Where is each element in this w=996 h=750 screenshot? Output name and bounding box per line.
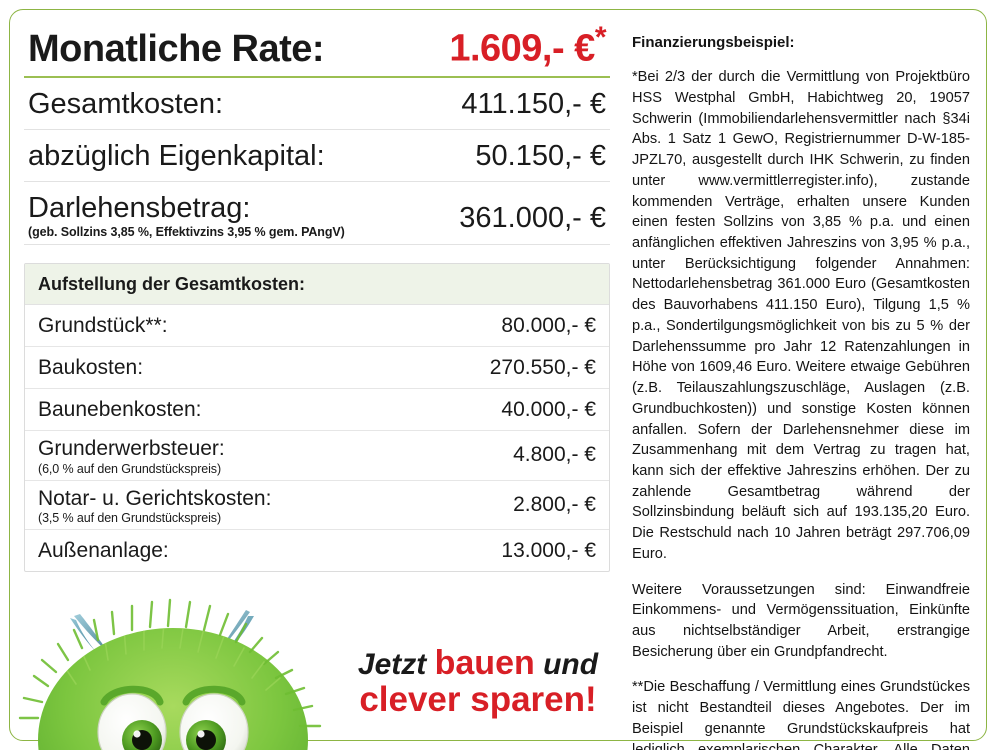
cost-value: 270.550,- € (489, 356, 596, 380)
mascot-pupil-left (132, 730, 152, 750)
cost-value: 13.000,- € (501, 538, 596, 562)
slogan-clever-sparen: clever sparen! (359, 680, 597, 719)
summary-value: 411.150,- € (461, 87, 606, 120)
summary-value: 361.000,- € (459, 202, 606, 235)
summary-label: Gesamtkosten: (28, 87, 224, 120)
cost-table-header: Aufstellung der Gesamtkosten: (25, 263, 609, 305)
slogan: Jetzt bauen und clever sparen! (352, 646, 604, 717)
mascot-iris-right (186, 720, 226, 750)
mascot-eyebrow-left (100, 685, 164, 706)
summary-row-equity: abzüglich Eigenkapital: 50.150,- € (24, 130, 610, 183)
mascot-pupil-right (196, 730, 216, 750)
monthly-rate-footnote-marker: * (594, 21, 607, 54)
cost-sublabel: (3,5 % auf den Grundstückspreis) (38, 510, 222, 525)
cost-label: Baunebenkosten: (38, 398, 202, 422)
cost-label-group: Notar- u. Gerichtskosten: (3,5 % auf den… (38, 487, 271, 525)
slogan-word-jetzt: Jetzt (357, 648, 427, 681)
disclaimer-title: Finanzierungsbeispiel: (632, 34, 795, 51)
mascot-ear-tufts (70, 610, 254, 656)
slogan-line-2: clever sparen! (352, 682, 604, 717)
cost-label-group: Grunderwerbsteuer: (6,0 % auf den Grunds… (38, 437, 225, 475)
mascot-iris-left (122, 720, 162, 750)
cost-label: Grundstück**: (38, 313, 168, 337)
cost-value: 2.800,- € (513, 492, 596, 516)
cost-sublabel: (6,0 % auf den Grundstückspreis) (38, 461, 222, 476)
monthly-rate-value: 1.609,- €* (449, 22, 606, 70)
disclaimer-paragraph-2: Weitere Voraussetzungen sind: Einwandfre… (632, 581, 970, 660)
cost-label: Baukosten: (38, 356, 144, 380)
mascot-eye-left (97, 693, 167, 750)
mascot-fur-inner (63, 628, 281, 691)
disclaimer-panel: Finanzierungsbeispiel: *Bei 2/3 der durc… (632, 32, 970, 750)
summary-row-loan-amount: Darlehensbetrag: (geb. Sollzins 3,85 %, … (24, 182, 610, 245)
cost-value: 80.000,- € (501, 313, 596, 337)
slogan-word-und: und (543, 648, 599, 681)
table-row: Baukosten: 270.550,- € (25, 347, 609, 390)
mascot-eyes (97, 685, 249, 750)
table-row: Grundstück**: 80.000,- € (25, 305, 609, 348)
slogan-line-1: Jetzt bauen und (352, 646, 604, 680)
summary-row-total-cost: Gesamtkosten: 411.150,- € (24, 78, 610, 131)
table-row: Grunderwerbsteuer: (6,0 % auf den Grunds… (25, 431, 609, 481)
cost-label: Außenanlage: (38, 538, 169, 562)
mascot-eye-highlight-left (133, 730, 141, 738)
cost-label: Grunderwerbsteuer: (38, 437, 225, 461)
summary-label: abzüglich Eigenkapital: (28, 140, 325, 173)
table-row: Notar- u. Gerichtskosten: (3,5 % auf den… (25, 481, 609, 530)
table-row: Baunebenkosten: 40.000,- € (25, 389, 609, 432)
disclaimer-paragraph-3: **Die Beschaffung / Vermittlung eines Gr… (632, 679, 970, 750)
slogan-word-bauen: bauen (434, 644, 535, 682)
mascot-eye-highlight-right (197, 730, 205, 738)
monthly-rate-amount: 1.609,- € (449, 27, 595, 70)
cost-value: 40.000,- € (501, 398, 596, 422)
mascot-fur (18, 598, 322, 728)
mascot-eye-right (179, 693, 249, 750)
summary-value: 50.150,- € (475, 140, 606, 173)
mascot-eyebrow-right (182, 685, 246, 706)
table-row: Außenanlage: 13.000,- € (25, 530, 609, 571)
summary-sublabel: (geb. Sollzins 3,85 %, Effektivzins 3,95… (28, 224, 345, 239)
summary-label: Darlehensbetrag: (28, 192, 251, 225)
mascot-body (38, 628, 308, 750)
cost-breakdown-table: Aufstellung der Gesamtkosten: Grundstück… (24, 262, 610, 572)
green-monster-mascot (18, 598, 322, 750)
cost-label: Notar- u. Gerichtskosten: (38, 486, 272, 510)
monthly-rate-row: Monatliche Rate: 1.609,- €* (24, 22, 610, 78)
monthly-rate-label: Monatliche Rate: (28, 27, 325, 70)
summary-label-group: Darlehensbetrag: (geb. Sollzins 3,85 %, … (28, 192, 345, 238)
cost-value: 4.800,- € (513, 443, 596, 467)
disclaimer-paragraph-1: *Bei 2/3 der durch die Vermittlung von P… (632, 69, 970, 562)
financing-summary-panel: Monatliche Rate: 1.609,- €* Gesamtkosten… (24, 22, 610, 572)
